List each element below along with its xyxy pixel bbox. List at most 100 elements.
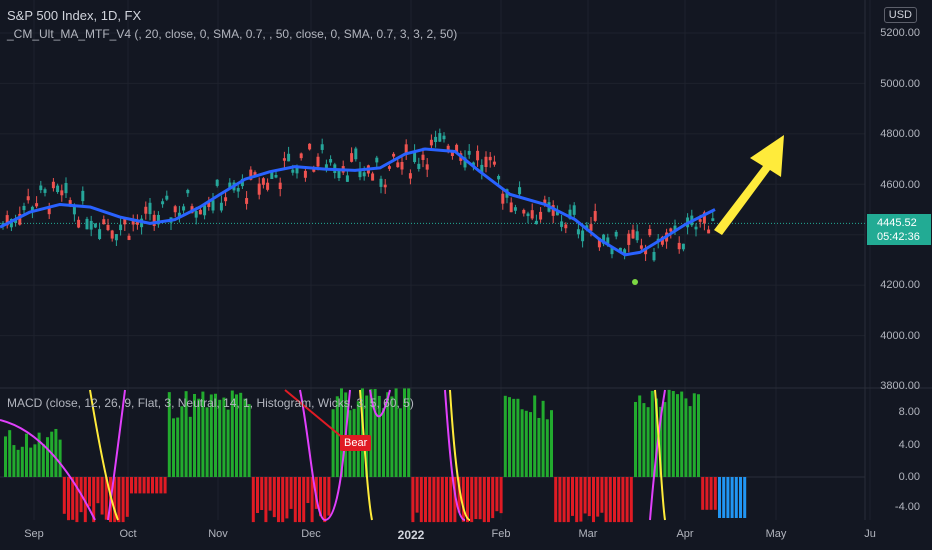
candle-body [81,190,85,202]
candle-body [425,164,429,170]
candle-body [47,207,51,215]
candle-body [408,173,412,179]
macd-histogram-bar [377,395,381,477]
macd-histogram-bar [524,410,528,477]
macd-histogram-bar [680,391,684,477]
macd-histogram-bar [193,393,196,477]
candle-body [434,136,438,143]
candle-body [387,166,391,169]
macd-histogram-bar [634,401,637,477]
candle-body [560,221,564,227]
macd-histogram-bar [571,477,574,516]
macd-histogram-bar [289,477,293,509]
candle-body [652,251,656,261]
macd-histogram-bar [268,477,272,511]
macd-histogram-bar [138,477,142,494]
candle-body [589,224,593,231]
candle-body [606,237,610,245]
macd-histogram-bar [424,477,427,523]
price-tick: 5200.00 [880,27,920,39]
time-tick: Apr [676,528,694,540]
macd-histogram-bar [218,399,222,477]
symbol-title[interactable]: S&P 500 Index, 1D, FX [7,8,142,23]
macd-histogram-bar [235,394,238,477]
candle-body [450,152,454,157]
macd-histogram-bar [562,477,566,523]
macd-histogram-bar [478,477,482,520]
candle-body [518,187,522,195]
macd-histogram-bar [134,477,138,494]
macd-histogram-bar [281,477,285,523]
macd-histogram-bar [730,477,734,518]
macd-histogram-bar [394,388,398,477]
macd-histogram-bar [184,391,188,477]
macd-histogram-bar [176,417,180,477]
macd-histogram-bar [550,410,553,477]
time-tick: Ju [864,528,876,540]
candle-body [417,163,421,169]
candle-body [211,200,215,211]
macd-histogram-bar [4,436,7,477]
macd-line [0,389,666,522]
candle-body [18,213,22,225]
macd-histogram-bar [466,477,469,523]
currency-button[interactable]: USD [883,7,917,23]
candle-body [5,215,9,226]
candle-body [576,229,580,235]
candle-body [602,234,606,244]
macd-histogram-bar [608,477,612,523]
macd-histogram-bar [436,477,440,523]
candle-body [677,242,681,250]
macd-histogram-bar [701,477,705,510]
macd-histogram-bar [667,389,671,477]
candle-body [568,209,572,219]
macd-histogram-bar [705,477,709,510]
candle-body [526,213,530,217]
macd-tick: 4.00 [898,439,920,451]
macd-histogram-bar [151,477,154,494]
time-tick: Oct [119,528,137,540]
candle-body [245,198,249,204]
candle-body [354,148,358,160]
candle-body [316,156,320,167]
macd-histogram-bar [41,444,45,477]
macd-histogram-bar [382,408,385,477]
macd-histogram-bar [335,396,339,477]
candle-body [207,202,211,207]
candle-body [198,209,202,215]
macd-histogram-bar [247,404,251,477]
candle-body [358,168,362,178]
macd-histogram-bar [415,477,419,513]
candle-body [299,153,303,159]
candle-body [114,234,118,241]
ma-indicator-legend[interactable]: _CM_Ult_MA_MTF_V4 (, 20, close, 0, SMA, … [7,27,458,41]
candle-body [131,218,135,225]
last-price-tag: 4445.52 05:42:36 [867,214,931,245]
time-tick-year: 2022 [397,528,425,542]
candle-body [77,219,81,228]
candle-body [308,143,312,150]
candle-body [161,201,165,205]
macd-indicator-legend[interactable]: MACD (close, 12, 26, 9, Flat, 3, Neutral… [7,396,414,410]
candle-body [72,205,76,215]
macd-histogram-bar [419,477,423,523]
macd-histogram-bar [188,416,192,477]
candle-body [278,182,282,190]
candle-body [249,169,253,180]
macd-histogram-bar [293,477,297,523]
macd-histogram-bar [319,477,322,517]
candle-body [442,135,446,140]
macd-histogram-bar [646,407,650,477]
macd-histogram-bar [487,477,490,523]
macd-histogram-bar [256,477,259,514]
candle-body [39,185,43,191]
moving-average-line [0,147,716,257]
candle-body [165,195,169,200]
candle-body [224,197,228,202]
macd-histogram-bar [743,477,747,518]
macd-histogram-bar [285,477,289,519]
time-tick: Nov [208,528,228,540]
candle-body [669,228,673,232]
macd-histogram-bar [613,477,616,523]
